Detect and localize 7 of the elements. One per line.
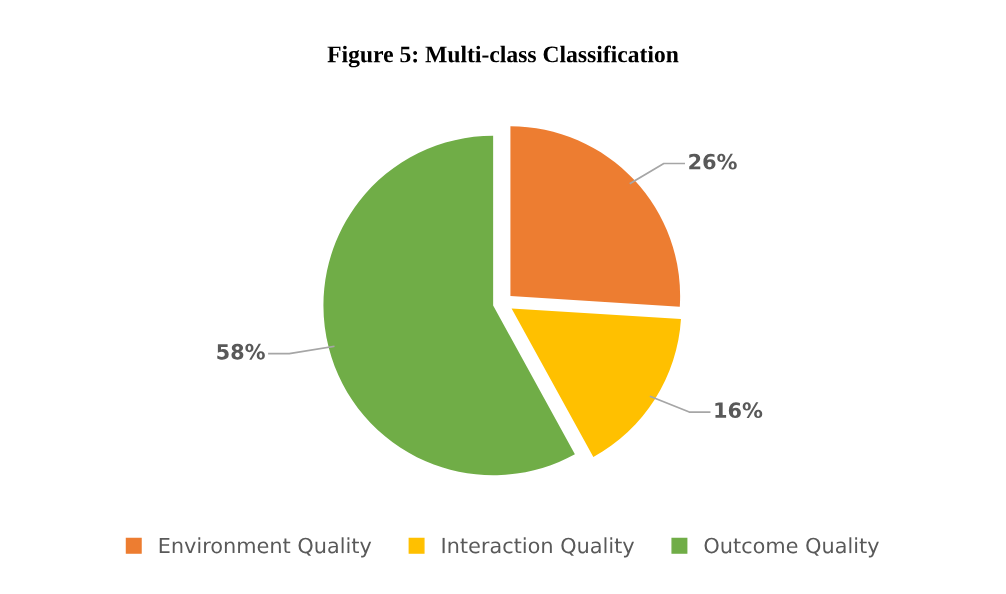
chart-title: Figure 5: Multi-class Classification bbox=[327, 45, 679, 68]
data-label: 58% bbox=[217, 343, 265, 360]
legend-label: Outcome Quality bbox=[704, 537, 879, 558]
data-label: 16% bbox=[715, 402, 763, 419]
legend-label: Environment Quality bbox=[159, 537, 372, 558]
data-label: 26% bbox=[689, 153, 737, 170]
legend-label: Interaction Quality bbox=[442, 537, 635, 558]
